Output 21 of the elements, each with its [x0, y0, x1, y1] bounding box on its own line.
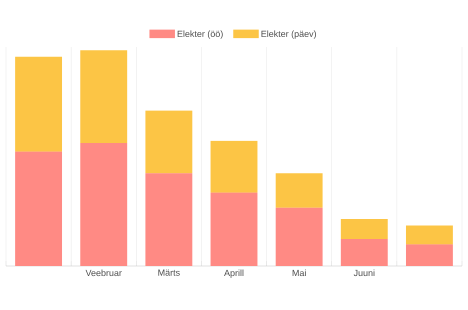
bar [406, 225, 453, 244]
bar [210, 192, 258, 266]
bar [145, 173, 192, 266]
bar [276, 173, 323, 208]
bar [340, 239, 388, 266]
x-tick-label: Veebruar [86, 270, 122, 276]
bar [80, 50, 128, 144]
x-tick-label: Aprill [224, 270, 244, 278]
bar [15, 56, 62, 152]
bar [80, 143, 128, 266]
x-tick-label: Juuni [354, 270, 374, 276]
bar [15, 152, 62, 266]
bar [276, 208, 323, 266]
legend-label: Elekter (päev) [261, 30, 316, 39]
bar [145, 110, 192, 174]
bar [210, 140, 258, 193]
bar [406, 244, 453, 266]
x-tick-label: Märts [158, 270, 180, 276]
legend-label: Elekter (öö) [178, 30, 223, 39]
bar [340, 218, 388, 240]
x-tick-label: Mai [292, 270, 306, 276]
